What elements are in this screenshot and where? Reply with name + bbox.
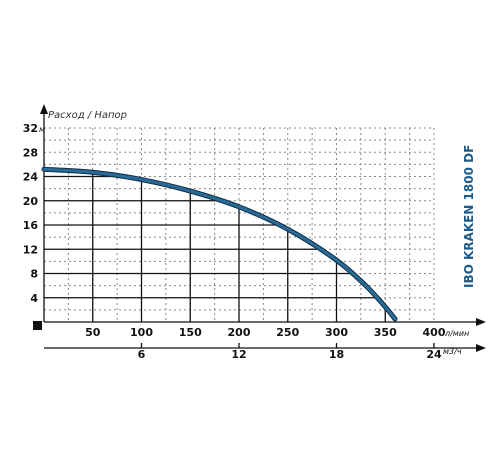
axes [33, 104, 486, 352]
y-tick-label: 8 [30, 268, 38, 281]
y-unit-label: м [39, 125, 45, 134]
y-tick-label: 16 [23, 219, 39, 232]
series-layer [41, 166, 398, 322]
x2-tick-label: 6 [138, 348, 146, 361]
x-tick-label: 350 [374, 326, 397, 339]
x2-tick-label: 18 [329, 348, 344, 361]
pump-curve-outline [41, 166, 398, 322]
x-tick-label: 400 [423, 326, 446, 339]
pump-curve-line [42, 167, 397, 321]
x-tick-label: 200 [228, 326, 251, 339]
x2-tick-label: 12 [231, 348, 246, 361]
x-axis-arrow [476, 318, 486, 326]
origin-marker [33, 321, 42, 330]
labels: 4 8 12 16 20 24 28 32 м 50 100 150 200 250 300 350 400 л/… [23, 122, 470, 361]
y-axis-title: Расход / Напор [48, 110, 127, 121]
y-tick-label: 24 [23, 171, 39, 184]
x-tick-label: 150 [179, 326, 202, 339]
x2-tick-label: 24 [426, 348, 442, 361]
x2-axis-arrow [476, 344, 486, 352]
x2-unit-label: м3/ч [443, 347, 462, 356]
x-tick-label: 100 [130, 326, 153, 339]
y-tick-label: 28 [23, 146, 38, 159]
x-tick-label: 300 [325, 326, 348, 339]
y-tick-label: 20 [23, 195, 39, 208]
y-axis-arrow [40, 104, 48, 114]
x-tick-label: 250 [276, 326, 299, 339]
y-tick-label: 4 [30, 292, 38, 305]
y-tick-label: 12 [23, 243, 38, 256]
chart-title: IBO KRAKEN 1800 DF [462, 145, 476, 288]
y-tick-label: 32 [23, 122, 38, 135]
x-tick-label: 50 [85, 326, 101, 339]
x-unit-label: л/мин [444, 329, 469, 338]
